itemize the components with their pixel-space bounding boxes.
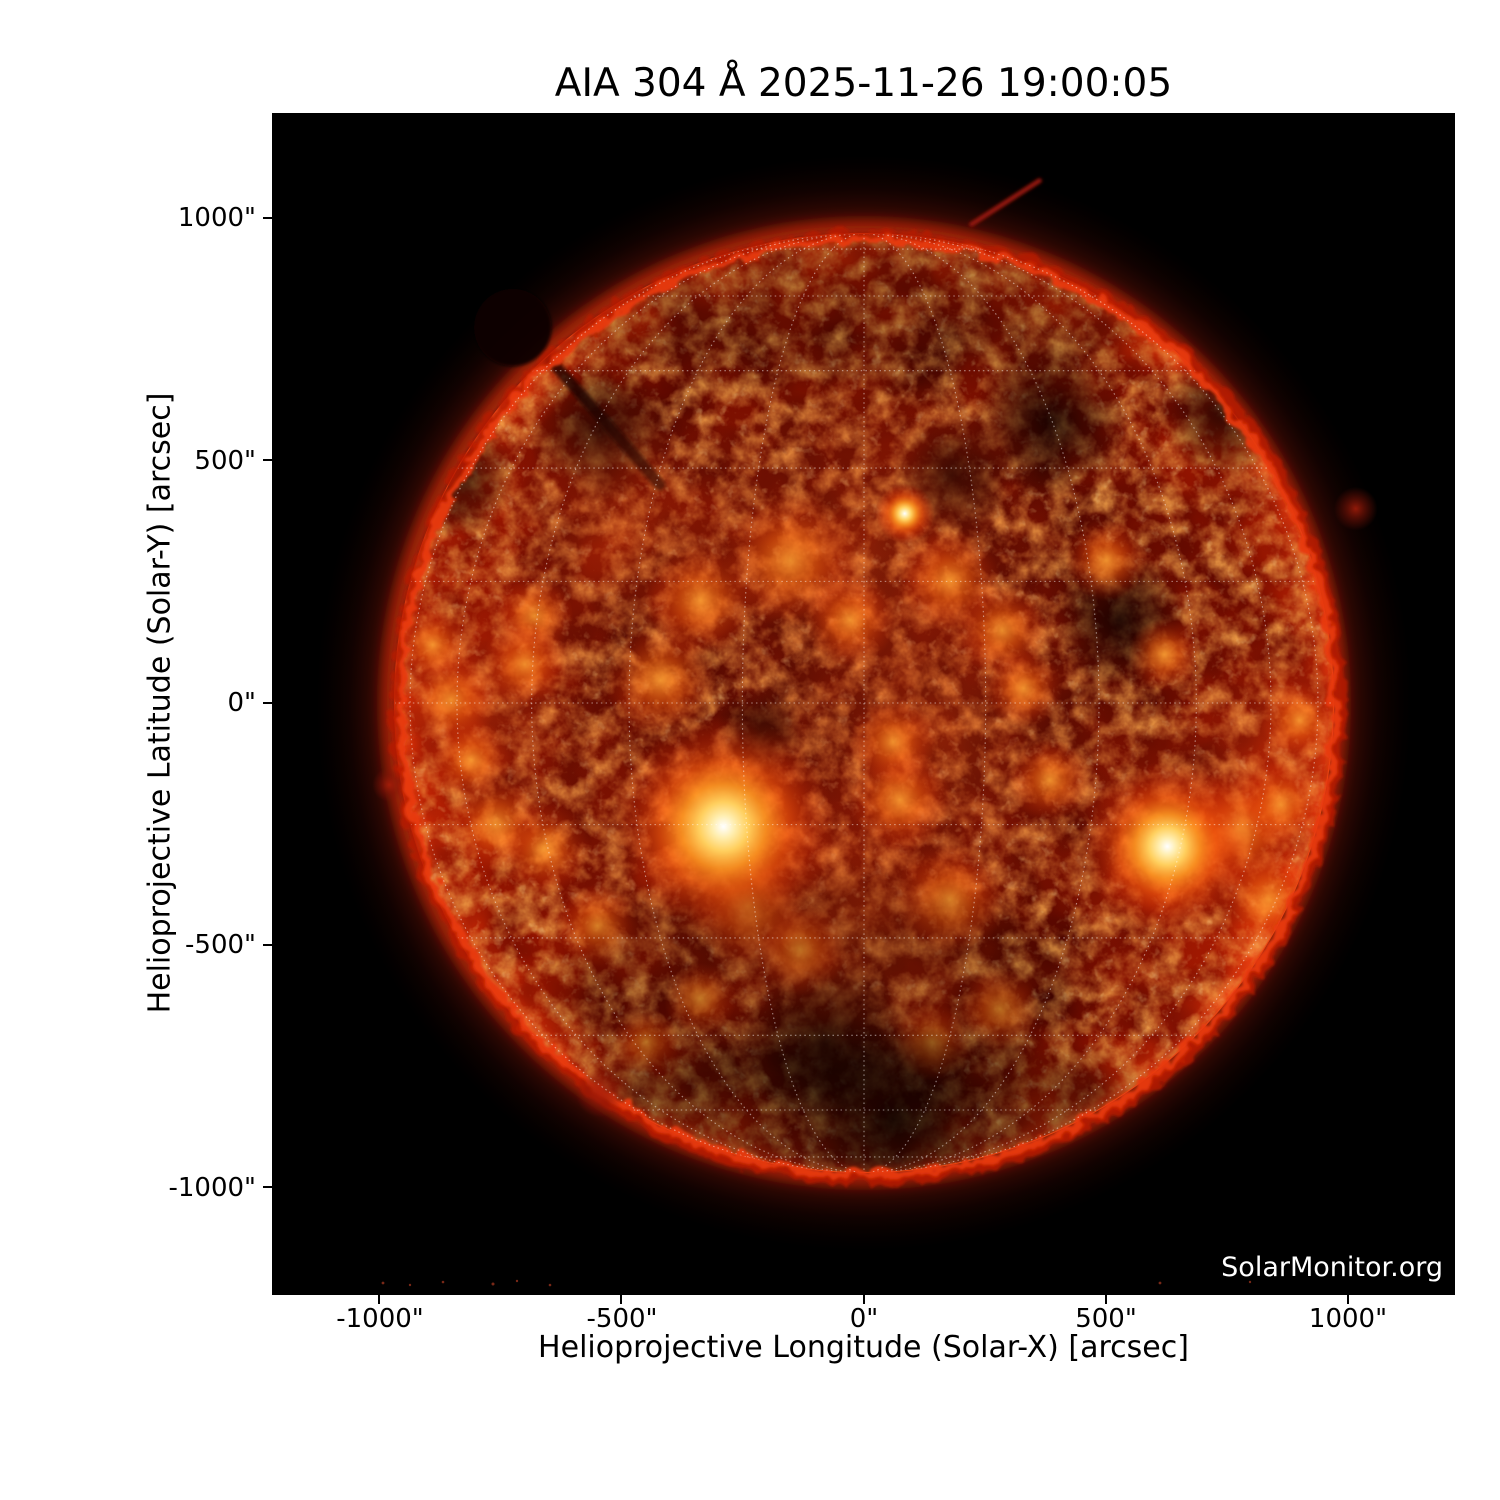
plage-patch — [1008, 738, 1091, 822]
y-tick-label: 500" — [194, 446, 256, 476]
y-tick-mark — [263, 459, 272, 461]
plage-patch — [849, 698, 937, 786]
prominence — [372, 767, 407, 802]
prominence-jet — [969, 178, 1042, 227]
grid-meridian — [863, 234, 986, 1172]
active-region-cores — [612, 483, 1253, 938]
x-tick-label: -500" — [586, 1304, 658, 1334]
prominence — [1333, 486, 1378, 531]
y-tick-mark — [263, 944, 272, 946]
plage-patch — [1237, 761, 1325, 849]
active-region — [612, 715, 835, 938]
x-tick-mark — [863, 1295, 865, 1304]
solar-image-plot-area — [272, 113, 1455, 1295]
title-datetime: 2025-11-26 19:00:05 — [745, 61, 1173, 106]
x-tick-mark — [620, 1295, 622, 1304]
x-tick-label: 0" — [849, 1304, 879, 1334]
plage-patch — [481, 620, 569, 708]
active-region — [1082, 761, 1253, 932]
plage-patch — [1260, 681, 1333, 759]
plage-patch — [604, 624, 717, 736]
plage-patch — [985, 649, 1063, 728]
y-tick-mark — [263, 1186, 272, 1188]
title-angstrom-symbol: Å — [718, 61, 746, 106]
aia-304-solar-image — [272, 113, 1455, 1295]
y-tick-mark — [263, 702, 272, 704]
grid-meridian — [742, 234, 865, 1172]
prominences — [372, 178, 1378, 1118]
dark-prominence — [473, 288, 552, 367]
plot-title: AIA 304 Å 2025-11-26 19:00:05 — [272, 61, 1455, 106]
y-tick-label: -1000" — [168, 1173, 256, 1203]
hot-pixel-specks — [381, 1279, 1252, 1287]
heliographic-grid — [395, 234, 1333, 1172]
plage-patch — [1065, 518, 1148, 602]
x-axis-label: Helioprojective Longitude (Solar-X) [arc… — [538, 1330, 1189, 1365]
x-tick-label: 1000" — [1308, 1304, 1388, 1334]
x-tick-mark — [1105, 1295, 1107, 1304]
plage-patch — [803, 574, 896, 667]
x-tick-label: -1000" — [336, 1304, 424, 1334]
active-region — [874, 483, 935, 544]
limb-ring — [381, 220, 1347, 1186]
x-tick-label: 500" — [1075, 1304, 1137, 1334]
x-tick-mark — [378, 1295, 380, 1304]
y-tick-label: -500" — [185, 930, 256, 960]
y-tick-label: 1000" — [177, 203, 256, 233]
prominence — [575, 1068, 625, 1118]
y-tick-mark — [263, 217, 272, 219]
plage-patch — [396, 608, 470, 682]
x-tick-mark — [1347, 1295, 1349, 1304]
y-tick-label: 0" — [227, 688, 256, 718]
plage-patch — [1128, 618, 1201, 691]
title-prefix: AIA 304 — [554, 61, 719, 106]
solarmonitor-watermark: SolarMonitor.org — [1221, 1252, 1443, 1283]
